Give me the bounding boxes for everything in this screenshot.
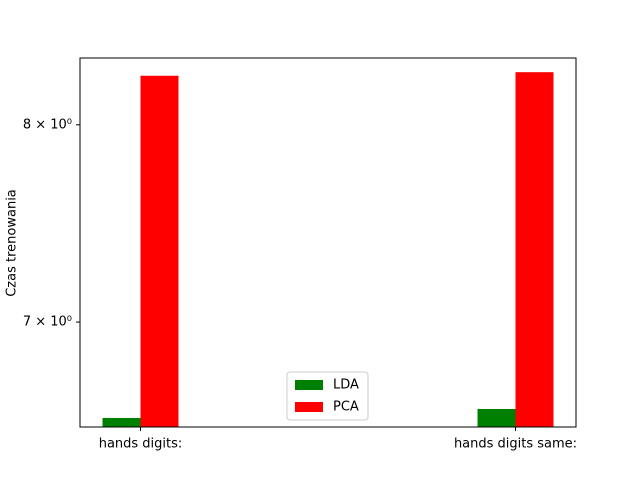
- legend-swatch-lda: [295, 380, 323, 390]
- plot-frame: [79, 57, 577, 428]
- y-ticks-group: 7 × 10⁰ 8 × 10⁰: [23, 117, 80, 330]
- legend-swatch-pca: [295, 402, 323, 412]
- y-tick-label-1: 8 × 10⁰: [23, 117, 72, 132]
- legend-label-lda: LDA: [333, 378, 359, 393]
- bar-lda-1: [477, 408, 516, 427]
- y-axis-label: Czas trenowania: [5, 189, 20, 297]
- x-tick-label-1: hands digits same:: [454, 437, 577, 452]
- bar-pca-1: [515, 72, 554, 427]
- x-ticks-group: hands digits: hands digits same:: [99, 427, 577, 452]
- bar-pca-0: [140, 75, 179, 427]
- legend-label-pca: PCA: [333, 400, 359, 415]
- bar-lda-0: [102, 417, 141, 427]
- y-tick-label-0: 7 × 10⁰: [23, 315, 72, 330]
- x-tick-label-0: hands digits:: [99, 437, 183, 452]
- legend: LDA PCA: [286, 371, 369, 421]
- bars-group: [102, 72, 554, 427]
